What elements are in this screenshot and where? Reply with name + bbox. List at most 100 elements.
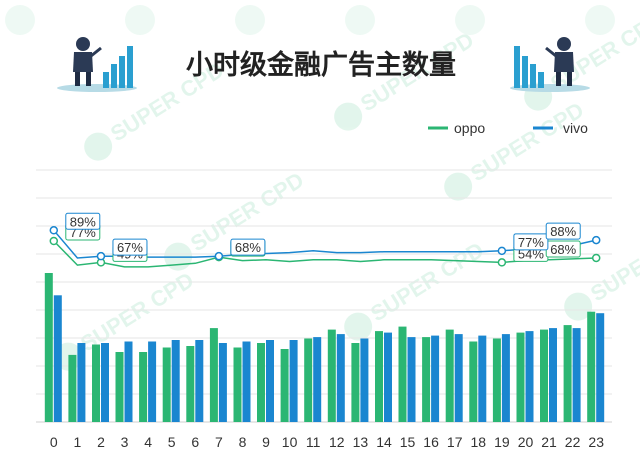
bar-vivo xyxy=(501,334,510,422)
bar-oppo xyxy=(92,344,100,422)
icon-leg xyxy=(75,72,80,86)
bar-vivo xyxy=(53,295,62,422)
x-tick-label: 19 xyxy=(494,434,510,450)
bar-oppo xyxy=(492,338,501,422)
point-marker-vivo xyxy=(497,246,507,256)
x-tick-label: 17 xyxy=(447,434,463,450)
point-label-box-vivo xyxy=(230,238,266,256)
point-label-box-vivo xyxy=(545,222,581,240)
x-tick-label: 3 xyxy=(121,434,129,450)
bar-oppo xyxy=(375,331,383,422)
bar-oppo xyxy=(445,329,454,422)
watermark-logo-icon xyxy=(564,292,593,321)
point-marker-vivo xyxy=(591,235,601,245)
bar-vivo xyxy=(218,343,227,422)
icon-leg xyxy=(86,72,91,86)
bar-vivo xyxy=(124,341,133,422)
x-tick-label: 7 xyxy=(215,434,223,450)
bar-series xyxy=(44,273,605,422)
icon-bar xyxy=(522,56,528,88)
bar-vivo xyxy=(101,343,109,422)
icon-body xyxy=(57,37,137,92)
bar-oppo xyxy=(68,354,77,422)
bar-vivo xyxy=(289,340,298,422)
point-label-box-vivo xyxy=(513,233,549,251)
point-labels: 77%49%59%54%68%89%67%68%77%88% xyxy=(65,212,581,262)
bar-vivo xyxy=(572,328,581,422)
icon-bar xyxy=(119,56,125,88)
bar-vivo xyxy=(407,337,416,422)
bar-vivo xyxy=(195,340,204,422)
icon-bar xyxy=(111,64,117,88)
bar-vivo xyxy=(525,331,534,422)
bar-oppo xyxy=(422,337,431,422)
x-tick-label: 14 xyxy=(376,434,392,450)
watermark-logo-icon xyxy=(84,132,113,161)
bar-oppo xyxy=(587,311,596,422)
point-marker-vivo xyxy=(214,251,224,261)
watermark-logo-icon xyxy=(345,5,375,35)
watermark-logo-icon xyxy=(444,172,473,201)
x-tick-label: 5 xyxy=(168,434,176,450)
x-tick-label: 11 xyxy=(306,434,321,450)
bar-vivo xyxy=(431,335,440,422)
watermark-logo-icon xyxy=(585,5,615,35)
chart-title: 小时级金融广告主数量 xyxy=(186,49,456,81)
chart-title-group: 小时级金融广告主数量 xyxy=(57,37,590,92)
icon-head xyxy=(557,37,571,51)
x-tick-label: 18 xyxy=(471,434,487,450)
icon-arm xyxy=(545,46,557,58)
watermark-text: SUPER CPD xyxy=(466,97,588,186)
point-label-vivo: 67% xyxy=(117,240,143,255)
bar-vivo xyxy=(384,332,392,422)
point-label-box-vivo xyxy=(112,238,148,256)
x-tick-label: 8 xyxy=(239,434,247,450)
legend-label-vivo: vivo xyxy=(563,120,588,136)
point-marker-vivo xyxy=(96,251,106,261)
x-tick-label: 21 xyxy=(541,434,557,450)
x-tick-label: 22 xyxy=(565,434,581,450)
businessman-chart-icon-left xyxy=(57,37,137,92)
icon-bar xyxy=(103,72,109,88)
bar-vivo xyxy=(336,334,345,422)
x-tick-label: 10 xyxy=(282,434,298,450)
x-tick-label: 15 xyxy=(400,434,416,450)
icon-bar xyxy=(514,46,520,88)
bar-vivo xyxy=(454,334,463,422)
point-marker-vivo xyxy=(49,226,59,235)
icon-torso xyxy=(554,52,574,72)
bar-oppo xyxy=(398,326,407,422)
bar-oppo xyxy=(351,343,360,422)
watermark-logo-icon xyxy=(125,5,155,35)
point-marker-oppo xyxy=(49,236,59,246)
bar-oppo xyxy=(280,349,289,422)
x-tick-label: 16 xyxy=(423,434,439,450)
x-tick-label: 13 xyxy=(353,434,369,450)
icon-bar xyxy=(538,72,544,88)
watermark-logo-icon xyxy=(5,5,35,35)
point-marker-oppo xyxy=(591,253,601,263)
icon-leg xyxy=(567,72,572,86)
bar-oppo xyxy=(186,346,195,422)
bar-oppo xyxy=(162,347,171,422)
bar-oppo xyxy=(563,325,572,422)
icon-head xyxy=(76,37,90,51)
point-label-vivo: 89% xyxy=(70,214,96,229)
watermark-logo-icon xyxy=(334,102,363,131)
watermark: SUPER CPD xyxy=(344,237,488,341)
bar-vivo xyxy=(360,338,369,422)
bar-oppo xyxy=(115,352,124,422)
icon-leg xyxy=(556,72,561,86)
bar-vivo xyxy=(549,328,557,422)
icon-bar xyxy=(530,64,536,88)
x-tick-label: 9 xyxy=(262,434,270,450)
bar-oppo xyxy=(233,347,242,422)
icon-arm xyxy=(90,46,102,58)
bar-oppo xyxy=(209,328,218,422)
x-tick-label: 2 xyxy=(97,434,105,450)
point-label-oppo: 68% xyxy=(550,242,576,257)
watermark-logo-icon xyxy=(455,5,485,35)
x-tick-label: 20 xyxy=(518,434,534,450)
bar-oppo xyxy=(327,329,336,422)
bar-vivo xyxy=(313,337,322,422)
